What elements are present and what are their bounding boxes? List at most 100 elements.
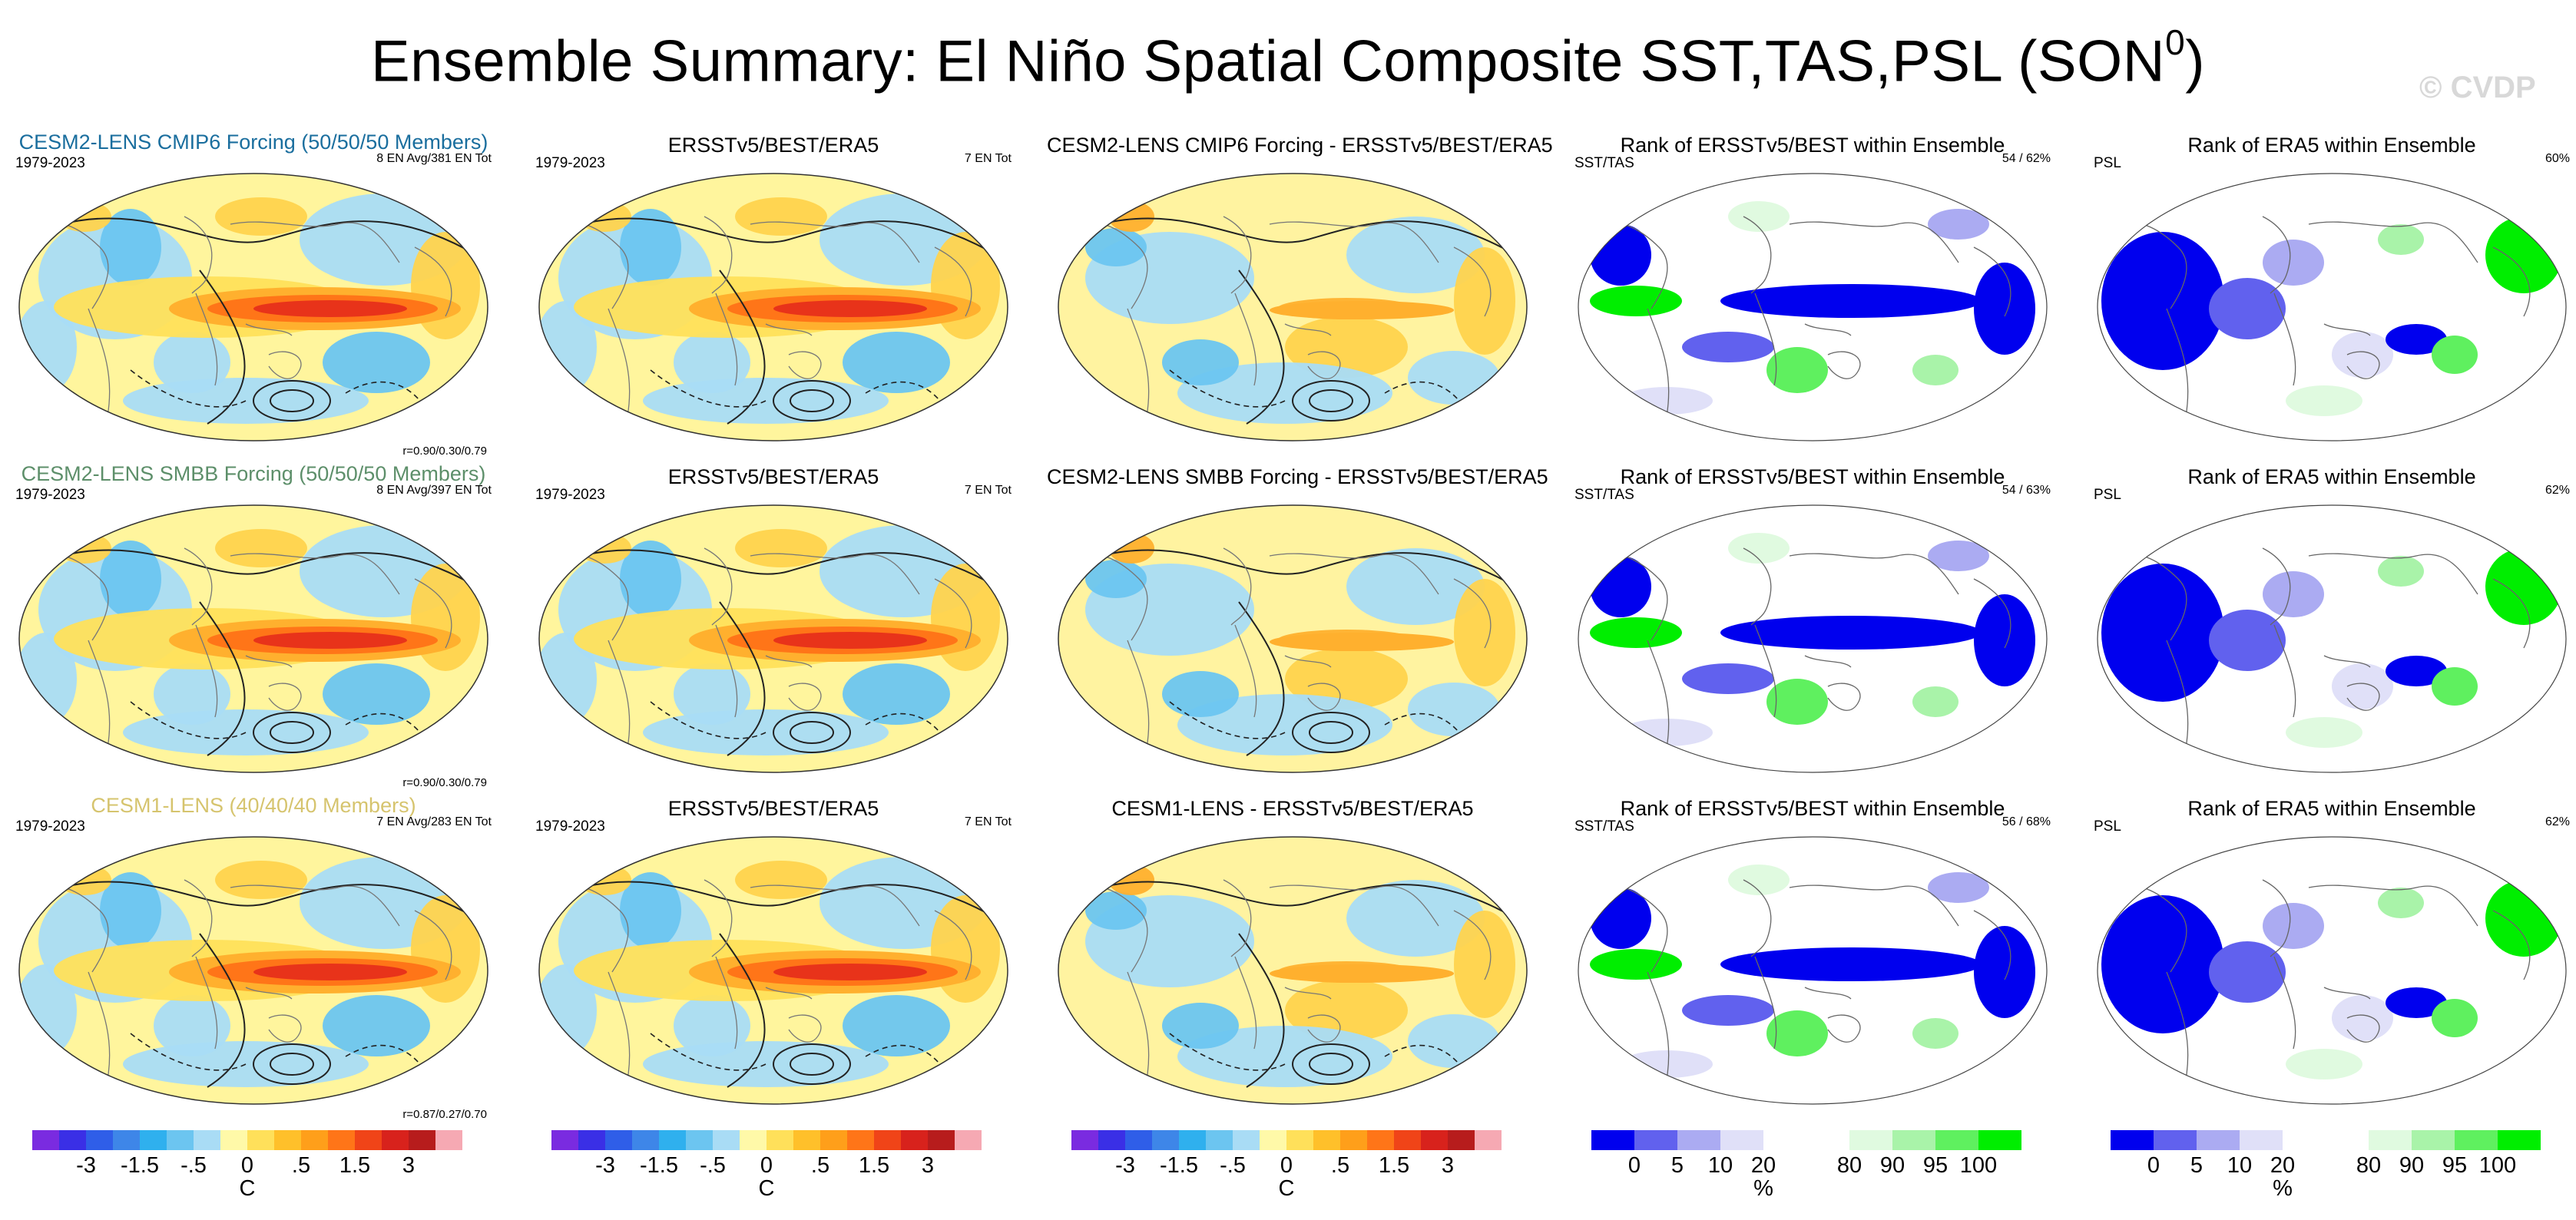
rank-region — [2209, 941, 2286, 1003]
anomaly-region — [735, 861, 827, 899]
panel-row2-col1: CESM2-LENS SMBB Forcing (50/50/50 Member… — [8, 461, 499, 791]
coastline — [184, 547, 213, 626]
coastline — [2492, 910, 2531, 980]
coastline — [2273, 956, 2296, 1050]
panel-row1-col1: CESM2-LENS CMIP6 Forcing (50/50/50 Membe… — [8, 129, 499, 459]
psl-contour-negative — [345, 712, 431, 749]
coastline — [1743, 216, 1772, 294]
panel-title: Rank of ERSSTv5/BEST within Ensemble — [1620, 797, 2005, 820]
coastline — [715, 293, 738, 386]
psl-contour — [199, 601, 246, 756]
coastline — [245, 655, 293, 668]
panel-row3-col4: Rank of ERSSTv5/BEST within Ensemble SST/… — [1567, 792, 2058, 1122]
coastline — [268, 1014, 302, 1043]
coastline — [245, 987, 293, 1000]
psl-contour — [61, 217, 477, 256]
colorbar-tick-label: 0 — [1627, 1153, 1641, 1178]
psl-contour — [1238, 601, 1285, 756]
global-map — [18, 836, 488, 1105]
psl-contour — [270, 389, 314, 412]
globe-outline — [1578, 836, 2048, 1105]
global-map — [2097, 836, 2567, 1105]
coastline — [2262, 547, 2291, 626]
rank-percent: 62% — [2545, 815, 2570, 828]
coastline — [2273, 624, 2296, 718]
anomaly-region — [100, 541, 161, 617]
coastline — [1804, 655, 1852, 668]
anomaly-region — [1085, 560, 1147, 598]
colorbar-swatch — [382, 1130, 409, 1150]
rank-region — [1621, 387, 1713, 415]
coastline — [2308, 221, 2478, 263]
colorbar-swatch — [1720, 1130, 1764, 1150]
psl-contour — [719, 933, 766, 1088]
psl-contour — [773, 712, 851, 753]
psl-contour — [270, 1053, 314, 1076]
psl-contour-negative — [345, 1044, 431, 1080]
period-label: 1979-2023 — [15, 487, 85, 503]
rank-region — [1728, 865, 1790, 895]
colorbar-swatch — [1677, 1130, 1721, 1150]
anomaly-region — [154, 995, 230, 1056]
panel-title: Rank of ERSSTv5/BEST within Ensemble — [1620, 134, 2005, 157]
colorbar-swatch — [1152, 1130, 1180, 1150]
globe-outline — [1578, 504, 2048, 773]
global-map — [1058, 173, 1528, 441]
colorbar-tick-label: -3 — [76, 1153, 96, 1178]
panel-row1-col5: Rank of ERA5 within Ensemble PSL 60% — [2086, 129, 2576, 459]
coastline — [88, 308, 111, 417]
enso-warm-tongue-peak — [773, 632, 927, 649]
coastline — [2323, 987, 2371, 1000]
panel-title: CESM1-LENS (40/40/40 Members) — [91, 794, 416, 817]
anomaly-region — [735, 529, 827, 567]
colorbar-tick-label: 1.5 — [339, 1153, 371, 1178]
colorbar-tick-label: 100 — [2478, 1153, 2517, 1178]
colorbar-swatch — [140, 1130, 167, 1150]
colorbar-swatch — [274, 1130, 302, 1150]
rank-region — [1590, 617, 1682, 648]
colorbar-tick-label: 80 — [1836, 1153, 1862, 1178]
coastline — [1307, 351, 1341, 379]
psl-contour-negative — [130, 701, 247, 739]
coastline — [750, 221, 920, 263]
rank-region — [2286, 717, 2362, 748]
colorbar-swatch — [2369, 1130, 2412, 1150]
coastline — [2262, 216, 2291, 294]
colorbar-tick-label: 3 — [1441, 1153, 1455, 1178]
rank-region — [2209, 610, 2286, 671]
colorbar-swatch — [1849, 1130, 1893, 1150]
psl-contour — [61, 881, 477, 919]
anomaly-region — [1162, 1003, 1239, 1049]
colorbar-tick-label: -.5 — [1220, 1153, 1246, 1178]
colorbar-swatch — [928, 1130, 955, 1150]
rank-region — [1621, 719, 1713, 746]
event-count: 7 EN Tot — [964, 815, 1012, 828]
colorbar-swatch — [551, 1130, 579, 1150]
colorbar-tick-label: .5 — [1330, 1153, 1350, 1178]
psl-contour — [1100, 549, 1516, 587]
anomaly-region — [620, 541, 681, 617]
colorbar-rank-2: 0 5 10 20 80 90 95 100 % — [2111, 1130, 2541, 1215]
coastline — [1453, 578, 1492, 649]
coastline — [1269, 884, 1439, 927]
colorbar-tick-label: 95 — [2442, 1153, 2468, 1178]
coastline — [1754, 624, 1777, 718]
period-label: 1979-2023 — [15, 155, 85, 171]
rank-region — [1928, 209, 1989, 240]
pattern-correlation: r=0.90/0.30/0.79 — [402, 445, 487, 458]
coastline — [1284, 323, 1332, 336]
panel-title: Rank of ERA5 within Ensemble — [2187, 134, 2476, 157]
colorbar-swatch — [1098, 1130, 1126, 1150]
coastline — [1647, 640, 1670, 749]
colorbar-swatch — [220, 1130, 248, 1150]
colorbar-tick-label: 5 — [2190, 1153, 2204, 1178]
global-map — [2097, 504, 2567, 773]
coastline — [1223, 547, 1252, 626]
colorbar-tick-label: 0 — [240, 1153, 254, 1178]
colorbar-swatch — [955, 1130, 982, 1150]
colorbar-tick-label: 80 — [2356, 1153, 2382, 1178]
colorbar-swatch — [740, 1130, 767, 1150]
rank-region — [2432, 667, 2478, 706]
coastline — [765, 323, 813, 336]
coastline — [184, 216, 213, 294]
